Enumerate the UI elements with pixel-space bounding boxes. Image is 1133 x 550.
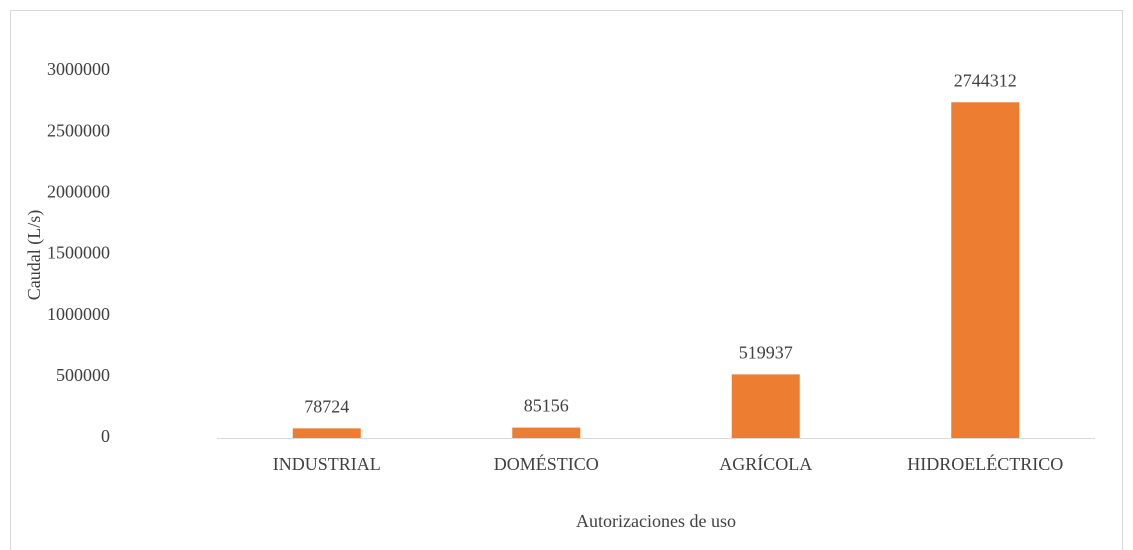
- y-tick-label: 2500000: [47, 120, 110, 140]
- data-label: 78724: [304, 396, 349, 416]
- x-tick-label: HIDROELÉCTRICO: [907, 453, 1063, 474]
- bar: [951, 102, 1020, 438]
- y-tick-label: 1500000: [47, 243, 110, 263]
- chart-border: [10, 10, 1123, 550]
- x-tick-label: INDUSTRIAL: [273, 454, 381, 474]
- y-tick-label: 1000000: [47, 304, 110, 324]
- bar: [731, 374, 800, 438]
- y-tick-label: 2000000: [47, 181, 110, 201]
- x-axis-label: Autorizaciones de uso: [576, 511, 736, 531]
- y-tick-label: 0: [101, 426, 110, 446]
- bar: [292, 428, 361, 438]
- y-axis-label: Caudal (L/s): [24, 210, 45, 300]
- data-label: 519937: [739, 343, 793, 363]
- data-label: 85156: [524, 396, 569, 416]
- x-tick-label: DOMÉSTICO: [494, 453, 599, 474]
- bar: [512, 427, 581, 438]
- y-tick-label: 500000: [56, 365, 110, 385]
- x-tick-label: AGRÍCOLA: [719, 453, 812, 474]
- y-tick-label: 3000000: [47, 59, 110, 79]
- data-label: 2744312: [954, 70, 1017, 90]
